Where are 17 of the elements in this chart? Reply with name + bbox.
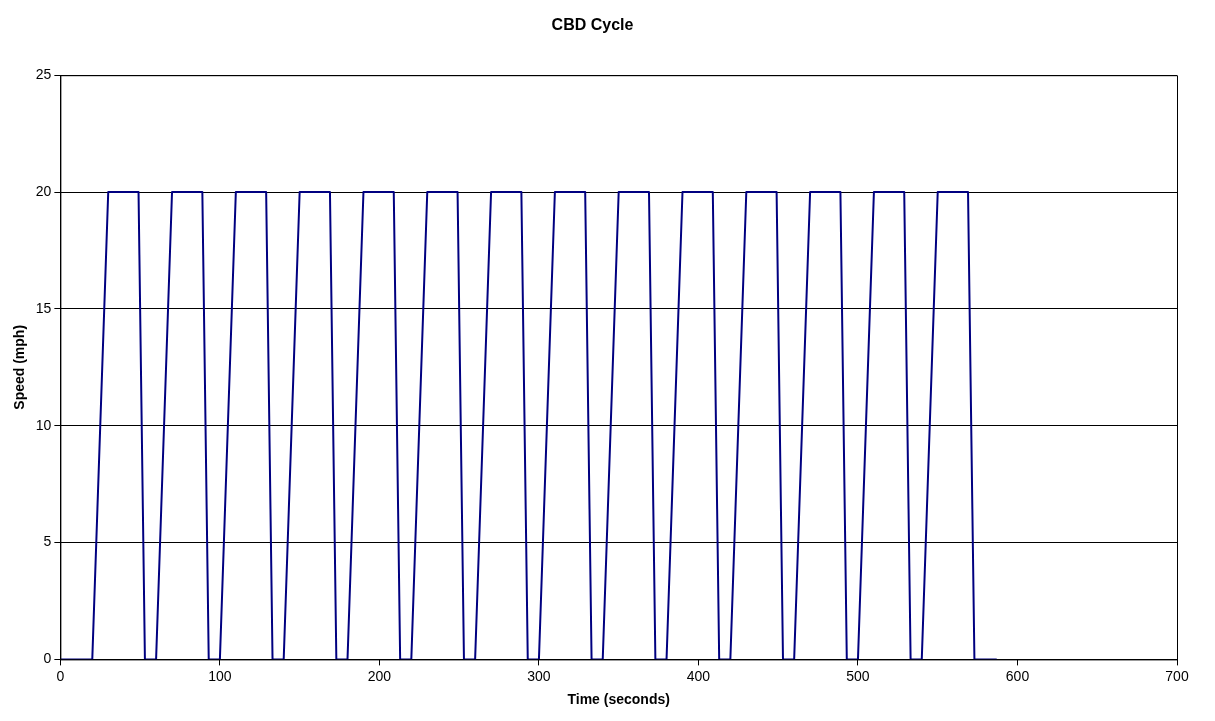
y-axis-title: Speed (mph) — [11, 324, 28, 410]
x-tick-label: 200 — [367, 667, 392, 684]
x-tick-label: 100 — [208, 667, 232, 684]
x-tick-label: 700 — [1165, 667, 1189, 684]
x-tick-label: 400 — [686, 667, 711, 684]
y-tick-label: 5 — [43, 533, 52, 550]
y-tick-label: 10 — [35, 416, 52, 433]
x-tick-label: 500 — [846, 667, 870, 684]
x-tick-label: 0 — [56, 667, 65, 684]
chart-title: CBD Cycle — [551, 16, 634, 34]
x-axis-title: Time (seconds) — [567, 691, 670, 708]
y-tick-label: 0 — [43, 650, 52, 667]
y-tick-label: 25 — [35, 66, 52, 83]
y-tick-label: 20 — [35, 182, 52, 199]
x-tick-label: 300 — [527, 667, 551, 684]
x-tick-label: 600 — [1005, 667, 1030, 684]
y-tick-label: 15 — [35, 299, 52, 316]
